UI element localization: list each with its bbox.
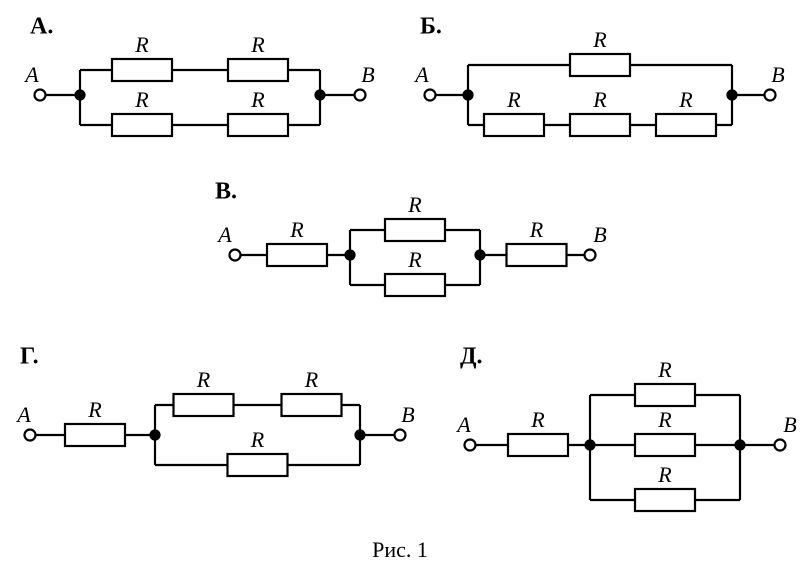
hdr-G: Г. <box>20 344 39 370</box>
label-A-A: A <box>23 62 39 87</box>
label-G-B: B <box>401 402 414 427</box>
hdr-B: Б. <box>420 14 442 40</box>
circuit-G: Г. A B R R R R <box>15 344 414 477</box>
res-A-top-2: R <box>250 32 265 57</box>
label-G-A: A <box>15 402 31 427</box>
label-B-A: A <box>413 62 429 87</box>
res-D-par-1: R <box>657 357 672 382</box>
circuit-B: Б. A B R R R R <box>413 14 784 137</box>
res-V-post: R <box>529 217 544 242</box>
res-D-par-2: R <box>657 407 672 432</box>
res-B-bot-3: R <box>678 87 693 112</box>
label-D-B: B <box>783 412 796 437</box>
res-G-top-1: R <box>196 367 211 392</box>
res-G-pre: R <box>87 397 102 422</box>
label-V-B: B <box>593 222 606 247</box>
res-G-top-2: R <box>304 367 319 392</box>
label-B-B: B <box>771 62 784 87</box>
res-A-top-1: R <box>134 32 149 57</box>
res-D-pre: R <box>530 407 545 432</box>
figure-caption: Рис. 1 <box>372 537 428 562</box>
circuit-D: Д.ABRRRR <box>455 344 796 512</box>
hdr-V: В. <box>215 179 237 205</box>
hdr-A: А. <box>30 14 53 40</box>
res-B-bot-2: R <box>592 87 607 112</box>
label-D-A: A <box>455 412 471 437</box>
res-V-midtop: R <box>407 192 422 217</box>
res-B-bot-1: R <box>506 87 521 112</box>
res-D-par-3: R <box>657 462 672 487</box>
res-A-bot-2: R <box>250 87 265 112</box>
label-A-B: B <box>361 62 374 87</box>
res-B-top-1: R <box>592 27 607 52</box>
res-V-midbot: R <box>407 247 422 272</box>
res-V-pre: R <box>289 217 304 242</box>
hdr-D: Д. <box>460 344 483 370</box>
res-G-bot-1: R <box>250 427 265 452</box>
circuit-V: В. A B R R R R <box>215 179 607 297</box>
res-A-bot-1: R <box>134 87 149 112</box>
label-V-A: A <box>216 222 232 247</box>
circuit-A: А. A B R R R R <box>23 14 374 137</box>
